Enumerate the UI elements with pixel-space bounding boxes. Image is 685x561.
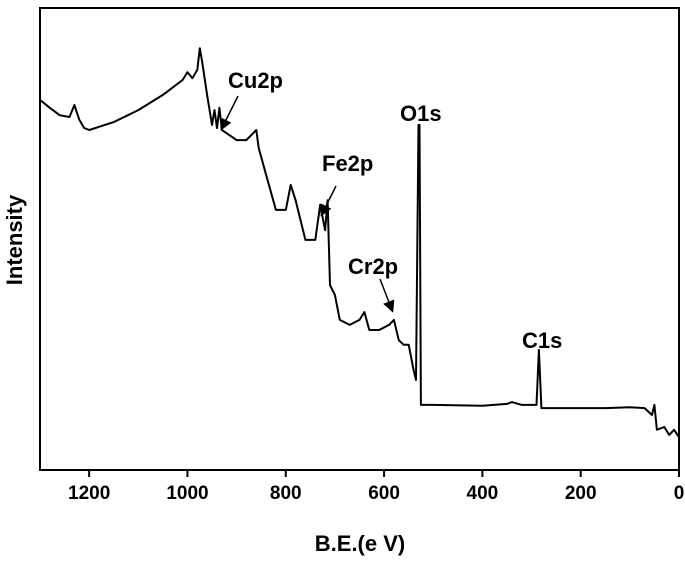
x-tick-label: 0 <box>674 483 685 504</box>
y-axis-title: Intensity <box>2 194 27 285</box>
peak-arrow <box>220 95 239 131</box>
peak-arrow <box>379 278 395 313</box>
x-tick-label: 1200 <box>68 483 110 504</box>
x-tick-label: 400 <box>467 483 499 504</box>
x-tick-label: 800 <box>270 483 302 504</box>
x-tick-label: 1000 <box>166 483 208 504</box>
x-tick-label: 600 <box>368 483 400 504</box>
peak-label: Cr2p <box>348 254 398 279</box>
x-tick-label: 200 <box>565 483 597 504</box>
peak-label: Cu2p <box>228 68 283 93</box>
x-axis-title: B.E.(e V) <box>315 531 405 556</box>
peak-label: C1s <box>522 328 562 353</box>
spectrum-line <box>39 47 680 438</box>
peak-arrow <box>320 185 337 217</box>
peak-label: O1s <box>400 101 442 126</box>
plot-frame <box>39 7 680 471</box>
peak-label: Fe2p <box>322 151 373 176</box>
